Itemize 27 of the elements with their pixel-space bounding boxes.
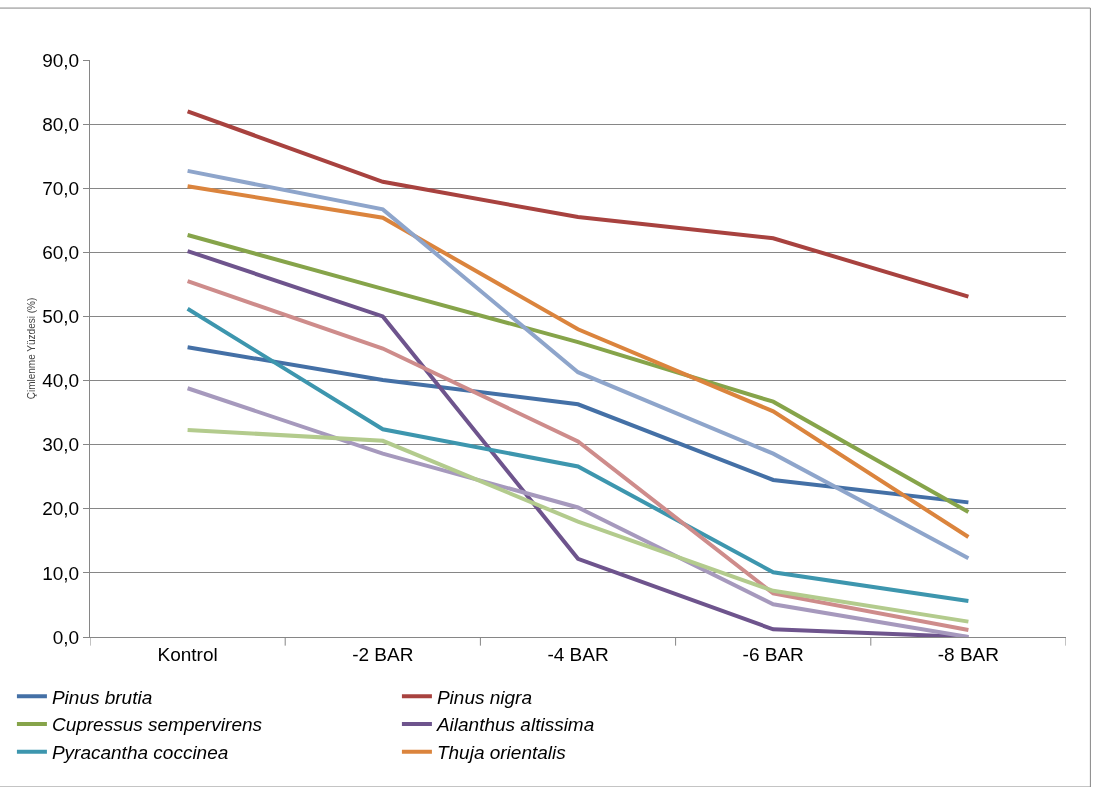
legend-label: Cupressus sempervirens: [51, 714, 263, 736]
y-tick-label: 90,0: [42, 49, 80, 71]
legend-label: Pinus nigra: [436, 686, 532, 708]
y-tick-label: 80,0: [42, 113, 80, 135]
y-tick-label: 0,0: [52, 626, 80, 648]
x-tick-label: Kontrol: [157, 643, 218, 665]
line-series: [185, 345, 971, 505]
y-tick-label: 50,0: [42, 306, 80, 328]
legend-label: Pinus brutia: [51, 686, 153, 708]
line-series: [185, 306, 971, 604]
x-tick-label: -2 BAR: [352, 643, 414, 665]
line-series: [185, 109, 971, 299]
legend-label: Thuja orientalis: [436, 742, 567, 764]
y-tick-label: 40,0: [42, 370, 80, 392]
line-series: [185, 233, 971, 514]
x-tick-label: -8 BAR: [937, 643, 1000, 665]
y-tick-label: 20,0: [42, 498, 80, 520]
y-tick-label: 60,0: [42, 241, 80, 263]
y-tick-label: 70,0: [42, 177, 80, 199]
legend-label: Pyracantha coccinea: [51, 742, 229, 764]
y-axis-title: Çimlenme Yüzdesi (%): [26, 297, 38, 400]
legend-label: Ailanthus altissima: [435, 714, 595, 736]
y-tick-label: 10,0: [42, 562, 80, 584]
line-series: [185, 427, 971, 624]
x-tick-label: -4 BAR: [547, 643, 609, 665]
x-tick-label: -6 BAR: [742, 643, 804, 665]
y-tick-label: 30,0: [42, 434, 80, 456]
